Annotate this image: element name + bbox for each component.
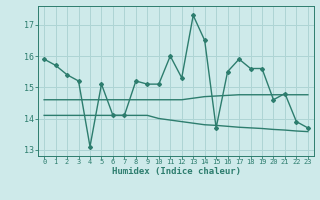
X-axis label: Humidex (Indice chaleur): Humidex (Indice chaleur) bbox=[111, 167, 241, 176]
